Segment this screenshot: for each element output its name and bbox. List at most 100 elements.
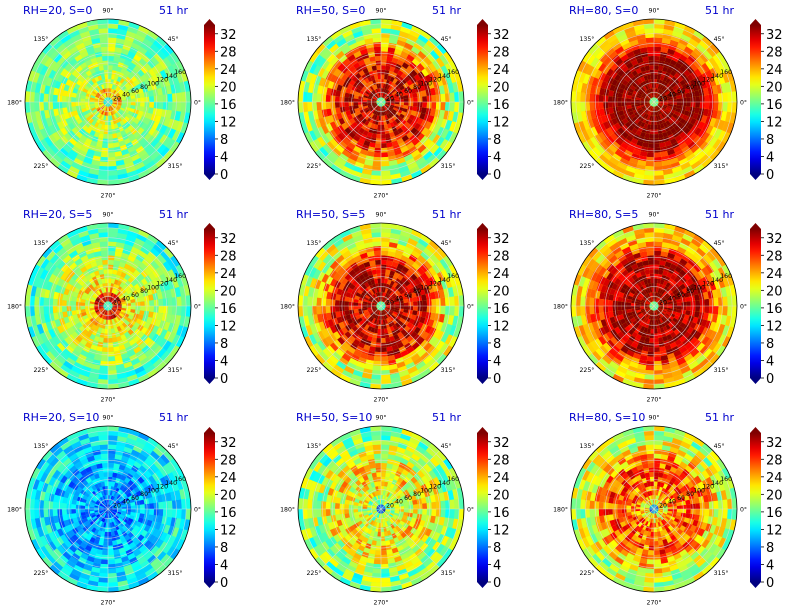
heatmap-cell (137, 110, 144, 117)
heatmap-cell (354, 161, 365, 169)
heatmap-cell (65, 321, 73, 330)
grid-spoke (322, 247, 382, 307)
heatmap-cell (449, 276, 457, 287)
heatmap-cell (351, 170, 362, 178)
heatmap-cell (326, 141, 336, 151)
colorbar-tick-label: 12 (493, 319, 510, 334)
heatmap-cell (124, 365, 135, 373)
heatmap-cell (440, 93, 446, 102)
heatmap-cell (414, 141, 424, 150)
heatmap-cell (108, 328, 112, 334)
heatmap-cell (325, 131, 334, 142)
heatmap-cell (124, 127, 131, 134)
heatmap-cell (358, 331, 365, 338)
heatmap-cell (97, 227, 108, 233)
heatmap-cell (603, 88, 610, 96)
heatmap-cell (65, 117, 73, 126)
heatmap-cell (116, 164, 126, 171)
colorbar-tick-label: 0 (493, 372, 501, 387)
heatmap-cell (344, 301, 349, 306)
heatmap-cell (163, 149, 174, 161)
heatmap-cell (662, 291, 668, 297)
heatmap-cell (96, 284, 101, 291)
heatmap-cell (585, 84, 592, 94)
heatmap-cell (381, 102, 383, 107)
heatmap-cell (338, 117, 346, 126)
heatmap-cell (709, 43, 720, 55)
heatmap-cell (366, 88, 372, 94)
heatmap-cell (108, 65, 113, 70)
heatmap-cell (670, 274, 677, 281)
heatmap-cell (366, 354, 375, 361)
heatmap-cell (121, 306, 127, 309)
heatmap-cell (65, 258, 75, 267)
heatmap-cell (640, 121, 646, 128)
heatmap-cell (119, 257, 128, 264)
heatmap-cell (606, 59, 615, 69)
heatmap-cell (52, 266, 61, 277)
heatmap-cell (61, 323, 69, 332)
heatmap-cell (148, 272, 156, 281)
heatmap-cell (116, 98, 122, 101)
heatmap-cell (352, 134, 361, 142)
heatmap-cell (400, 322, 407, 329)
heatmap-cell (329, 138, 339, 148)
heatmap-cell (101, 105, 106, 110)
colorbar-tick-label: 28 (766, 45, 783, 60)
heatmap-cell (159, 124, 168, 135)
heatmap-cell (654, 65, 659, 70)
heatmap-cell (379, 111, 381, 116)
heatmap-cell (397, 286, 403, 292)
heatmap-cell (98, 374, 108, 380)
heatmap-cell (403, 309, 409, 314)
heatmap-cell (150, 43, 161, 54)
heatmap-cell (424, 121, 433, 130)
heatmap-cell (381, 134, 386, 139)
heatmap-cell (25, 102, 31, 113)
heatmap-cell (57, 164, 69, 174)
heatmap-cell (666, 333, 673, 341)
heatmap-cell (444, 266, 454, 278)
heatmap-cell (675, 149, 684, 158)
heatmap-cell (176, 121, 184, 132)
heatmap-cell (408, 306, 414, 311)
heatmap-cell (176, 325, 184, 336)
heatmap-cell (369, 321, 374, 328)
heatmap-cell (447, 315, 455, 326)
heatmap-cell (116, 308, 122, 312)
heatmap-cell (397, 325, 404, 332)
heatmap-cell (109, 292, 112, 298)
heatmap-cell (642, 86, 648, 92)
heatmap-cell (444, 73, 453, 85)
heatmap-cell (106, 111, 108, 116)
heatmap-cell (397, 70, 404, 77)
heatmap-cell (458, 102, 464, 113)
heatmap-cell (335, 107, 341, 114)
heatmap-cell (129, 295, 135, 301)
heatmap-cell (422, 95, 428, 102)
heatmap-cell (376, 69, 381, 75)
heatmap-cell (423, 82, 430, 91)
heatmap-cell (387, 290, 393, 296)
heatmap-cell (670, 35, 681, 43)
heatmap-cell (123, 157, 133, 165)
heatmap-cell (171, 323, 180, 335)
heatmap-cell (423, 260, 433, 270)
heatmap-cell (361, 284, 367, 290)
heatmap-cell (635, 103, 641, 107)
heatmap-cell (436, 149, 447, 161)
heatmap-cell (114, 150, 123, 157)
heatmap-cell (417, 364, 429, 374)
heatmap-cell (646, 308, 651, 312)
heatmap-cell (307, 296, 313, 306)
heatmap-cell (98, 337, 104, 343)
heatmap-cell (635, 99, 641, 102)
heatmap-cell (381, 129, 386, 135)
heatmap-cell (100, 318, 105, 324)
heatmap-cell (166, 258, 176, 270)
heatmap-cell (103, 297, 107, 303)
heatmap-cell (386, 91, 391, 96)
heatmap-cell (361, 327, 368, 334)
heatmap-cell (108, 156, 116, 162)
heatmap-cell (372, 69, 378, 76)
